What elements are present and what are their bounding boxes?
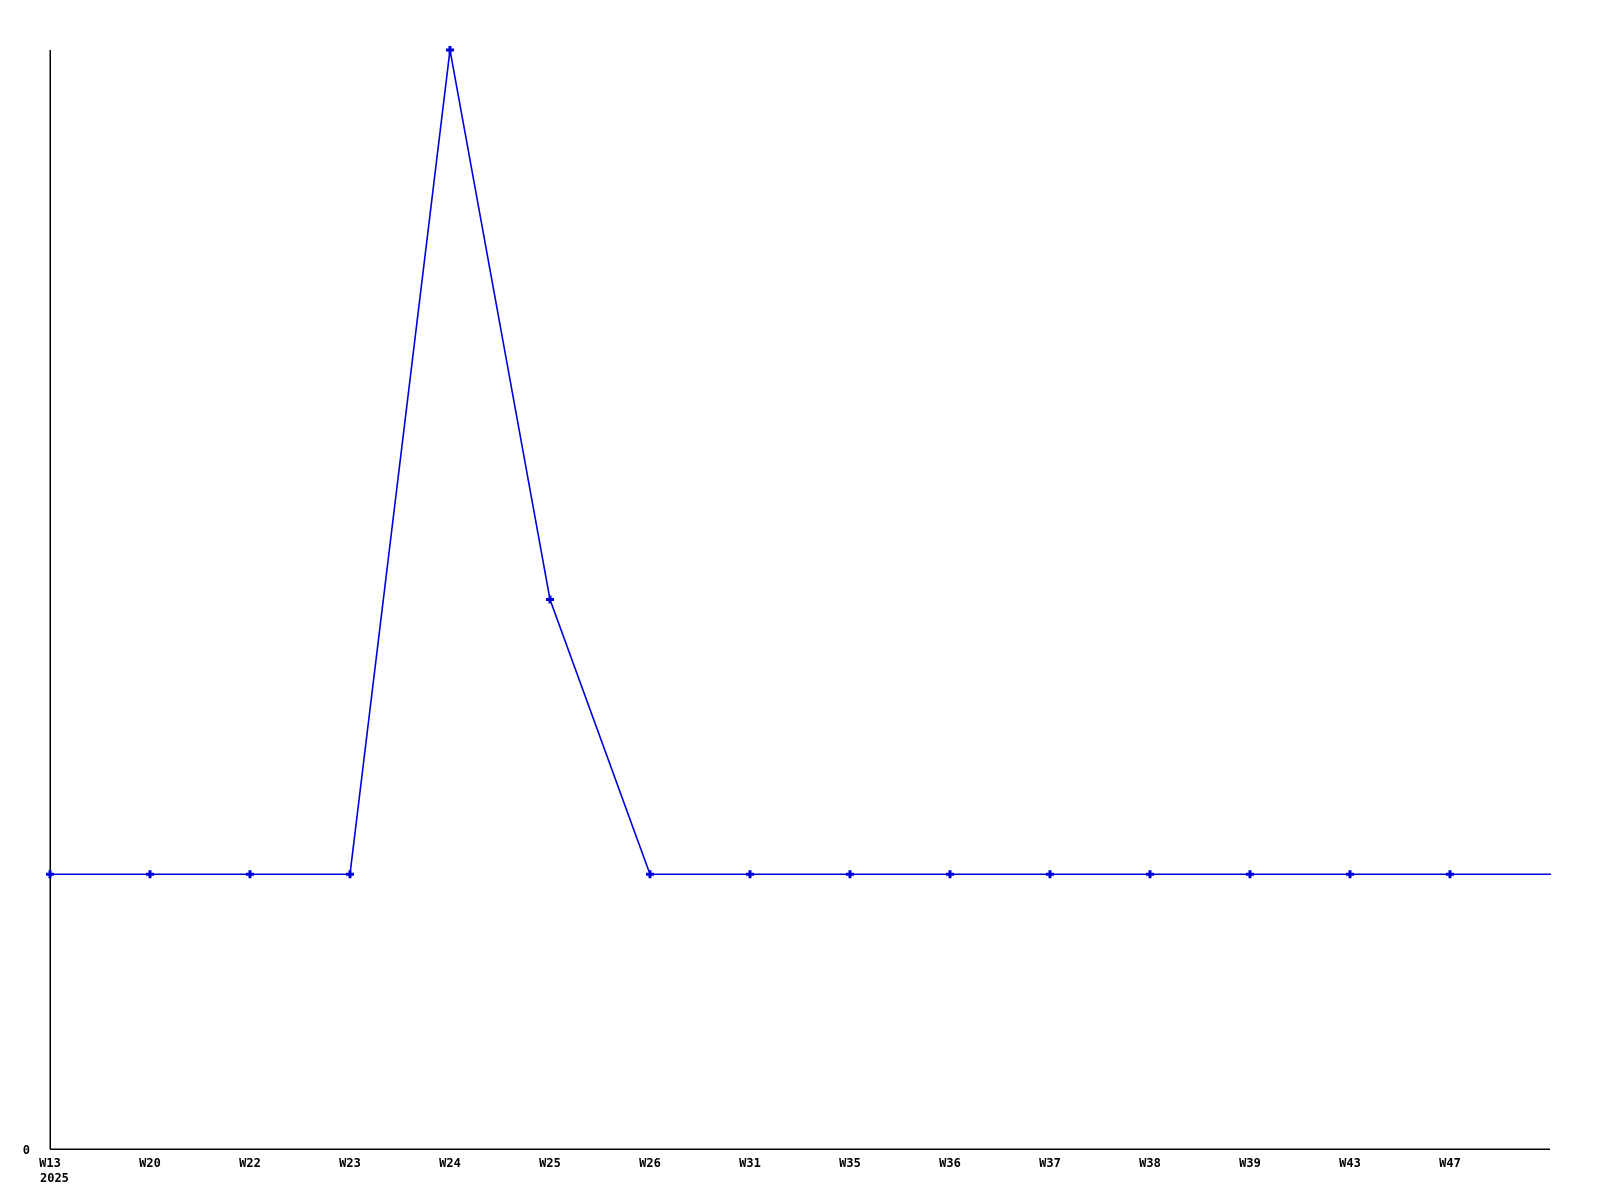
data-point-marker xyxy=(1146,870,1154,879)
x-tick-label: W24 xyxy=(439,1156,461,1170)
x-axis-year-label: 2025 xyxy=(40,1171,69,1185)
data-point-marker xyxy=(1446,870,1454,879)
x-axis-tick-labels: W13 W20 W22 W23 W24 W25 W26 W31 W35 W36 W37 W38 W39 W… xyxy=(39,1156,1461,1170)
data-point-marker xyxy=(1046,870,1054,879)
x-tick-label: W35 xyxy=(839,1156,861,1170)
series-line xyxy=(46,49,1551,876)
x-tick-label: W20 xyxy=(139,1156,161,1170)
data-point-marker xyxy=(1246,870,1254,879)
data-point-marker xyxy=(146,870,154,879)
data-point-markers xyxy=(46,46,1454,879)
x-tick-label: W25 xyxy=(539,1156,561,1170)
x-tick-label: W31 xyxy=(739,1156,761,1170)
x-tick-label: W22 xyxy=(239,1156,261,1170)
x-tick-label: W26 xyxy=(639,1156,661,1170)
x-tick-label: W13 xyxy=(39,1156,61,1170)
data-point-marker xyxy=(246,870,254,879)
data-point-marker xyxy=(1346,870,1354,879)
x-tick-label: W47 xyxy=(1439,1156,1461,1170)
data-point-marker xyxy=(46,870,54,879)
x-tick-label: W36 xyxy=(939,1156,961,1170)
x-tick-label: W37 xyxy=(1039,1156,1061,1170)
y-axis-zero-label: 0 xyxy=(23,1143,30,1157)
x-tick-label: W39 xyxy=(1239,1156,1261,1170)
x-tick-label: W38 xyxy=(1139,1156,1161,1170)
data-point-marker xyxy=(846,870,854,879)
data-point-marker xyxy=(546,595,554,604)
x-tick-label: W23 xyxy=(339,1156,361,1170)
data-point-marker xyxy=(446,46,454,54)
data-point-marker xyxy=(646,870,654,879)
x-tick-label: W43 xyxy=(1339,1156,1361,1170)
data-point-marker xyxy=(746,870,754,879)
data-point-marker xyxy=(946,870,954,879)
data-point-marker xyxy=(346,870,354,879)
